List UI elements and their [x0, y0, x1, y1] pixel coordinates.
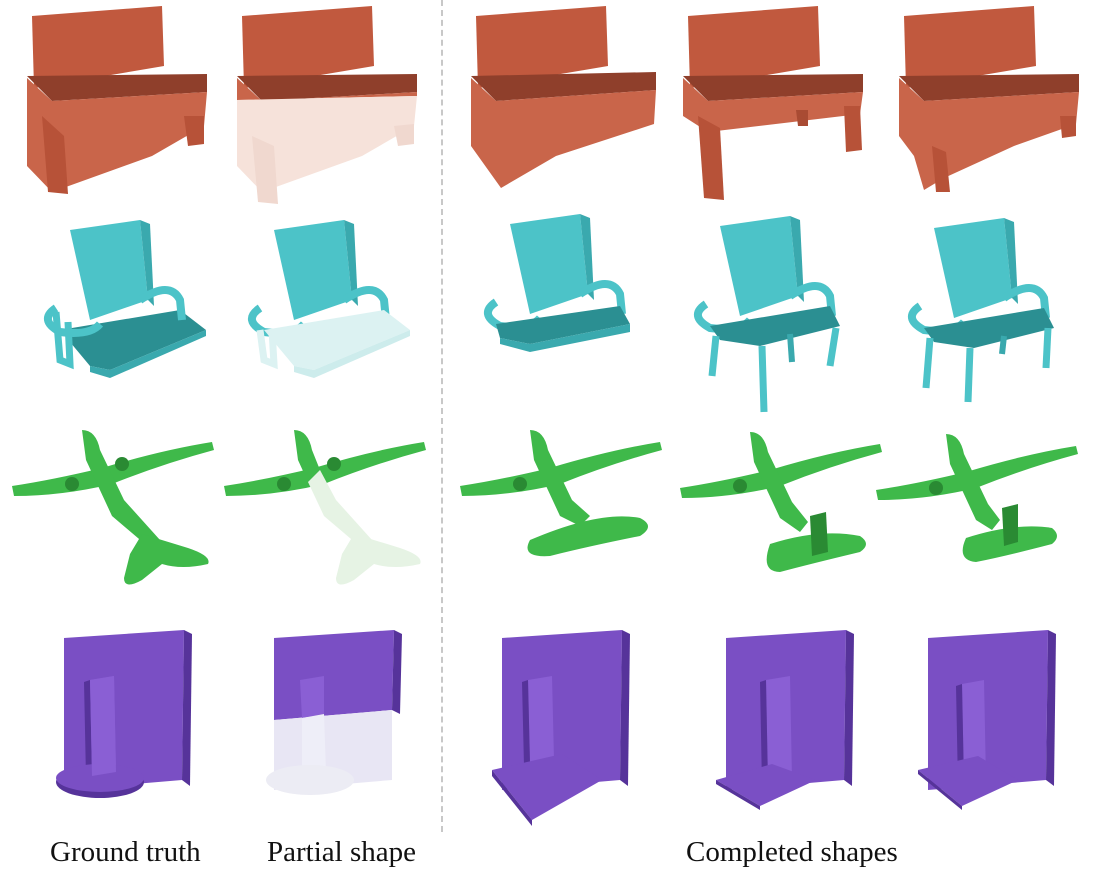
- monitor-completion-2: [716, 630, 854, 810]
- sofa-ground-truth: [27, 6, 207, 194]
- caption-partial-shape: Partial shape: [267, 836, 416, 868]
- monitor-completion-1: [492, 630, 630, 826]
- chair-ground-truth: [48, 220, 206, 378]
- sofa-completion-1: [471, 6, 656, 188]
- section-divider: [441, 0, 443, 832]
- monitor-completion-3: [918, 630, 1056, 810]
- airplane-completion-1: [460, 430, 662, 557]
- chair-completion-1: [488, 214, 630, 352]
- sofa-completion-3: [899, 6, 1079, 192]
- caption-ground-truth: Ground truth: [50, 836, 201, 868]
- airplane-ground-truth: [12, 430, 214, 585]
- chair-partial-shape: [252, 220, 410, 378]
- airplane-completion-2: [680, 432, 882, 572]
- sofa-completion-2: [683, 6, 863, 200]
- sofa-partial-shape: [237, 6, 417, 204]
- chair-completion-3: [912, 218, 1054, 402]
- caption-completed-shapes: Completed shapes: [686, 836, 898, 868]
- monitor-ground-truth: [56, 630, 192, 798]
- monitor-partial-shape: [266, 630, 402, 795]
- chair-completion-2: [698, 216, 840, 412]
- airplane-partial-shape: [224, 430, 426, 585]
- airplane-completion-3: [876, 434, 1078, 562]
